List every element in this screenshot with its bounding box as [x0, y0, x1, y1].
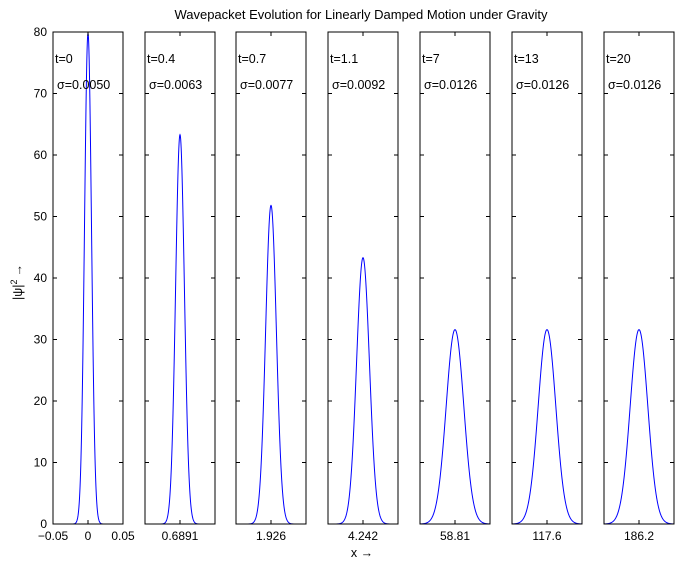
wavepacket-curve-1 [145, 133, 215, 525]
y-tick-label: 0 [40, 517, 47, 531]
panel-time-label: t=13 [514, 52, 539, 66]
panel-3: 4.242 t=1.1 σ=0.0092 [327, 31, 399, 543]
x-tick-label: 0 [85, 529, 92, 543]
y-axis-label-sup: 2 [9, 280, 19, 285]
x-tick-label: −0.05 [38, 529, 69, 543]
x-tick-label: 58.81 [440, 529, 470, 543]
panel-sigma-label: σ=0.0126 [424, 78, 477, 92]
y-axis-label-base: |ψ| [11, 285, 25, 300]
x-tick-label: 1.926 [256, 529, 286, 543]
y-tick-label: 30 [34, 333, 48, 347]
panel-1: 0.6891 t=0.4 σ=0.0063 [144, 31, 216, 543]
panel-frame-2 [235, 31, 307, 525]
y-axis-tick-labels: 0 10 20 30 40 50 60 70 80 [34, 25, 48, 531]
panel-frame-6 [603, 31, 675, 525]
wavepacket-curve-3 [328, 257, 398, 525]
panel-6: 186.2 t=20 σ=0.0126 [603, 31, 675, 543]
y-tick-label: 70 [34, 87, 48, 101]
x-tick-label: 4.242 [348, 529, 378, 543]
wavepacket-curve-0 [53, 33, 123, 525]
y-tick-label: 80 [34, 25, 48, 39]
panel-sigma-label: σ=0.0063 [149, 78, 202, 92]
panel-0: −0.05 0 0.05t=0σ=0.0050 [38, 31, 135, 543]
wavepacket-curve-6 [603, 329, 675, 525]
panel-time-label: t=0.4 [147, 52, 175, 66]
panel-time-label: t=7 [422, 52, 440, 66]
wavepacket-curve-4 [419, 329, 491, 525]
panel-sigma-label: σ=0.0126 [516, 78, 569, 92]
x-tick-label: 117.6 [532, 529, 561, 543]
panel-time-label: t=0 [55, 52, 73, 66]
x-tick-label: 0.6891 [162, 529, 199, 543]
panel-sigma-label: σ=0.0077 [240, 78, 293, 92]
panel-frame-5 [511, 31, 583, 525]
panel-time-label: t=1.1 [330, 52, 358, 66]
panel-2: 1.926 t=0.7 σ=0.0077 [235, 31, 307, 543]
y-axis-label-arrow: → [11, 264, 25, 277]
panel-frame-0 [52, 31, 124, 525]
panel-5: 117.6 t=13 σ=0.0126 [511, 31, 583, 543]
panel-time-label: t=0.7 [238, 52, 266, 66]
y-tick-label: 50 [34, 210, 48, 224]
panel-frame-3 [327, 31, 399, 525]
x-tick-label: 0.05 [111, 529, 135, 543]
y-tick-label: 10 [34, 456, 48, 470]
y-tick-label: 40 [34, 271, 48, 285]
wavepacket-curve-5 [511, 329, 583, 525]
y-axis-label: |ψ|2 → [9, 264, 25, 300]
panel-frame-4 [419, 31, 491, 525]
panel-sigma-label: σ=0.0092 [332, 78, 385, 92]
panel-4: 58.81 t=7 σ=0.0126 [419, 31, 491, 543]
y-tick-label: 60 [34, 148, 48, 162]
panel-frame-1 [144, 31, 216, 525]
panel-time-label: t=20 [606, 52, 631, 66]
x-tick-label: 186.2 [624, 529, 654, 543]
x-axis-label: x → [351, 546, 373, 560]
wavepacket-curve-2 [236, 204, 306, 525]
panel-sigma-label: σ=0.0050 [57, 78, 110, 92]
panels-group: −0.05 0 0.05t=0σ=0.00500.6891t=0.4σ=0.0063… [38, 31, 675, 543]
panel-sigma-label: σ=0.0126 [608, 78, 661, 92]
y-tick-label: 20 [34, 394, 48, 408]
chart-title: Wavepacket Evolution for Linearly Damped… [174, 7, 548, 22]
